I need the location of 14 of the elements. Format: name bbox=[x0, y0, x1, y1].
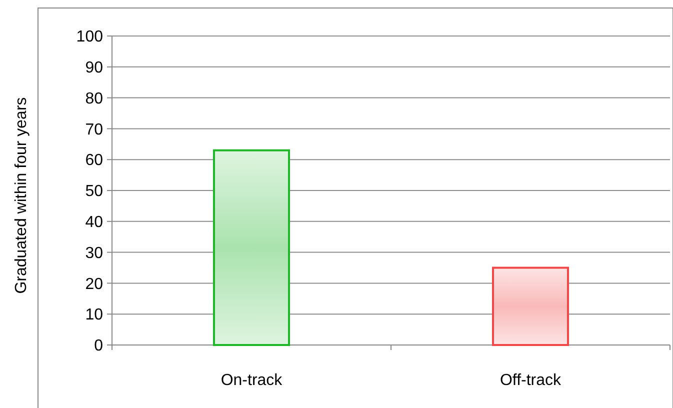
y-tick-label: 40 bbox=[85, 214, 104, 231]
y-tick-label: 20 bbox=[85, 276, 104, 293]
y-tick-label: 90 bbox=[85, 60, 104, 76]
x-tick-label: Off-track bbox=[500, 372, 562, 389]
y-tick-label: 60 bbox=[85, 152, 104, 170]
y-tick-label: 80 bbox=[85, 90, 104, 108]
y-tick-label: 100 bbox=[76, 28, 104, 46]
y-tick-label: 30 bbox=[85, 244, 104, 262]
y-tick-label: 0 bbox=[94, 338, 104, 355]
x-tick-label: On-track bbox=[220, 372, 284, 389]
y-tick-label: 10 bbox=[85, 306, 104, 324]
y-axis-title: Graduated within four years bbox=[13, 97, 30, 294]
y-tick-label: 70 bbox=[85, 121, 104, 138]
y-tick-label: 50 bbox=[85, 183, 104, 200]
